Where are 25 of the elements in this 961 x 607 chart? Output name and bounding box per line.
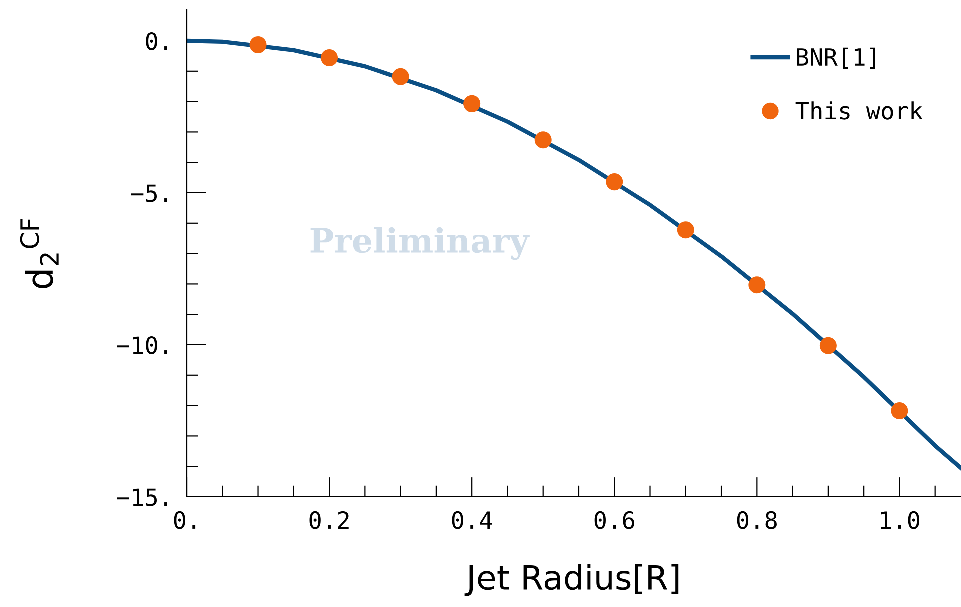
point bbox=[250, 36, 267, 54]
point bbox=[321, 50, 338, 67]
x-tick-label: 0.4 bbox=[452, 511, 492, 530]
point bbox=[464, 95, 481, 112]
point bbox=[606, 174, 624, 191]
point bbox=[820, 337, 837, 354]
x-tick-label: 0.6 bbox=[594, 511, 634, 530]
x-tick-label: 0.8 bbox=[737, 511, 777, 530]
x-axis-title: Jet Radius[R] bbox=[464, 564, 679, 596]
legend-label: BNR[1] bbox=[797, 48, 876, 69]
legend-label: This work bbox=[796, 102, 923, 120]
point bbox=[891, 402, 908, 420]
y-tick-label: −5. bbox=[131, 184, 168, 202]
point bbox=[677, 222, 694, 239]
x-tick-label: 0.2 bbox=[310, 511, 349, 530]
point bbox=[392, 68, 410, 86]
x-tick-label: 0. bbox=[174, 511, 196, 530]
point bbox=[748, 276, 766, 294]
y-axis-title: d$_{2}$$^{CF}$ bbox=[20, 219, 59, 289]
line-series bbox=[187, 38, 961, 470]
y-tick-label: −10. bbox=[117, 336, 168, 354]
x-tick-label: 1.0 bbox=[881, 511, 920, 530]
point bbox=[534, 132, 552, 149]
y-tick-label: 0. bbox=[146, 32, 168, 50]
y-tick-label: −15. bbox=[117, 488, 168, 506]
